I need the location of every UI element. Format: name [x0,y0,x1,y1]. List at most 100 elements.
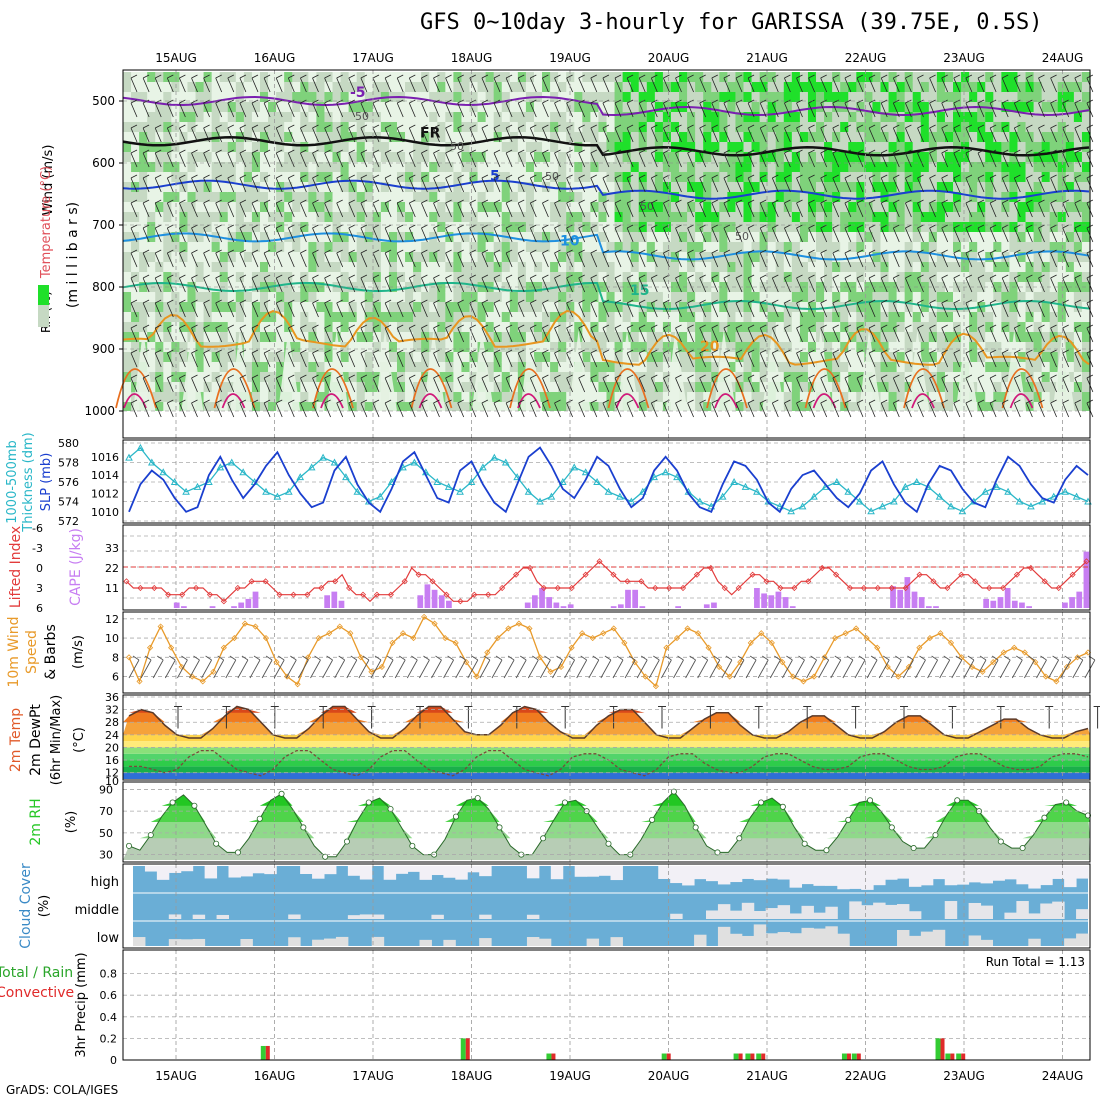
rh-cell [356,402,366,413]
rh-cell [1025,222,1035,233]
wind-barb [263,324,271,343]
date-label-bottom: 16AUG [254,1069,296,1083]
rh-cell [509,292,519,303]
rh-cell [687,142,696,153]
wind-barb [433,299,440,318]
wind-barb [723,199,731,218]
rh-cell [276,112,285,123]
rh-cell [977,392,986,403]
rh-cell [429,72,438,83]
rh-cell [896,122,906,133]
rh-cell [300,292,309,303]
rh-cell [775,112,785,123]
rh-cell [1073,382,1083,393]
rh-cell [977,132,986,143]
wind-barb [747,274,755,293]
rh-cell [582,112,591,123]
rh-cell [509,142,519,153]
rh-cell [880,302,890,313]
rh-cell [147,172,156,183]
rh-cell [1001,272,1011,283]
wind-barb [312,199,319,218]
rh-cell [840,172,849,183]
rh-cell [791,322,801,333]
rh-cell [396,162,406,173]
rh-cell [509,192,519,203]
rh-cell [1009,132,1019,143]
rh-cell [687,92,696,103]
rh-cell [211,192,221,203]
wind-barb [820,149,828,168]
rh-cell [421,272,430,283]
rh-cell [832,172,841,183]
rh-cell [977,222,986,233]
rh-cell [461,202,471,213]
rh-cell [533,112,543,123]
wind-barb [203,174,210,193]
rh-cell [396,392,406,403]
wind-barb [239,374,247,393]
rh-cell [300,212,309,223]
rh-cell [372,262,382,273]
rh-cell [396,172,406,183]
rh-cell [622,132,632,143]
rh-cell [566,72,575,83]
date-label-top: 20AUG [648,51,690,65]
wind-barb [130,124,138,143]
rh-cell [469,272,479,283]
rh-cell [799,172,809,183]
rh-cell [961,272,970,283]
rh-cell [203,392,213,403]
wind-barb [542,324,549,343]
rh-cell [469,172,479,183]
wind-barb [542,249,549,268]
rh-cell [284,312,293,323]
rh-cell [630,92,640,103]
rh-cell [542,322,551,333]
wind-barb [142,249,150,268]
rh-cell [509,152,519,163]
rh-cell [284,192,293,203]
rh-cell [574,202,583,213]
date-label-top: 18AUG [451,51,493,65]
wind-barb [324,399,331,418]
rh-cell [622,122,632,133]
rh-cell [977,92,986,103]
rh-cell [1033,382,1043,393]
rh-cell [783,402,793,413]
rh-cell [1073,162,1083,173]
rh-cell [630,292,640,303]
rh-cell [131,322,140,333]
wind-barb [433,249,440,268]
rh-cell [969,162,978,173]
rh-cell [243,212,253,223]
rh-cell [163,322,172,333]
rh-cell [340,352,350,363]
wind-barb [384,99,392,118]
rh-cell [485,362,495,373]
rh-cell [816,162,825,173]
rh-cell [743,272,753,283]
wind-barb [699,324,707,343]
rh-cell [364,292,374,303]
rh-cell [703,72,712,83]
rh-cell [558,252,567,263]
rh-cell [155,162,164,173]
rh-cell [654,72,664,83]
rh-cell [920,172,930,183]
rh-cell [703,202,712,213]
wind-barb [336,324,344,343]
rh-cell [703,92,712,103]
rh-cell [348,222,358,233]
rh-cell [413,222,422,233]
rh-cell [969,92,978,103]
wind-barb [505,274,513,293]
rh-cell [364,112,374,123]
rh-cell [413,72,422,83]
rh-cell [888,72,898,83]
rh-cell [1081,122,1091,133]
wind-barb [699,224,707,243]
wind-barb [493,124,501,143]
rh-cell [654,162,664,173]
rh-cell [985,142,994,153]
